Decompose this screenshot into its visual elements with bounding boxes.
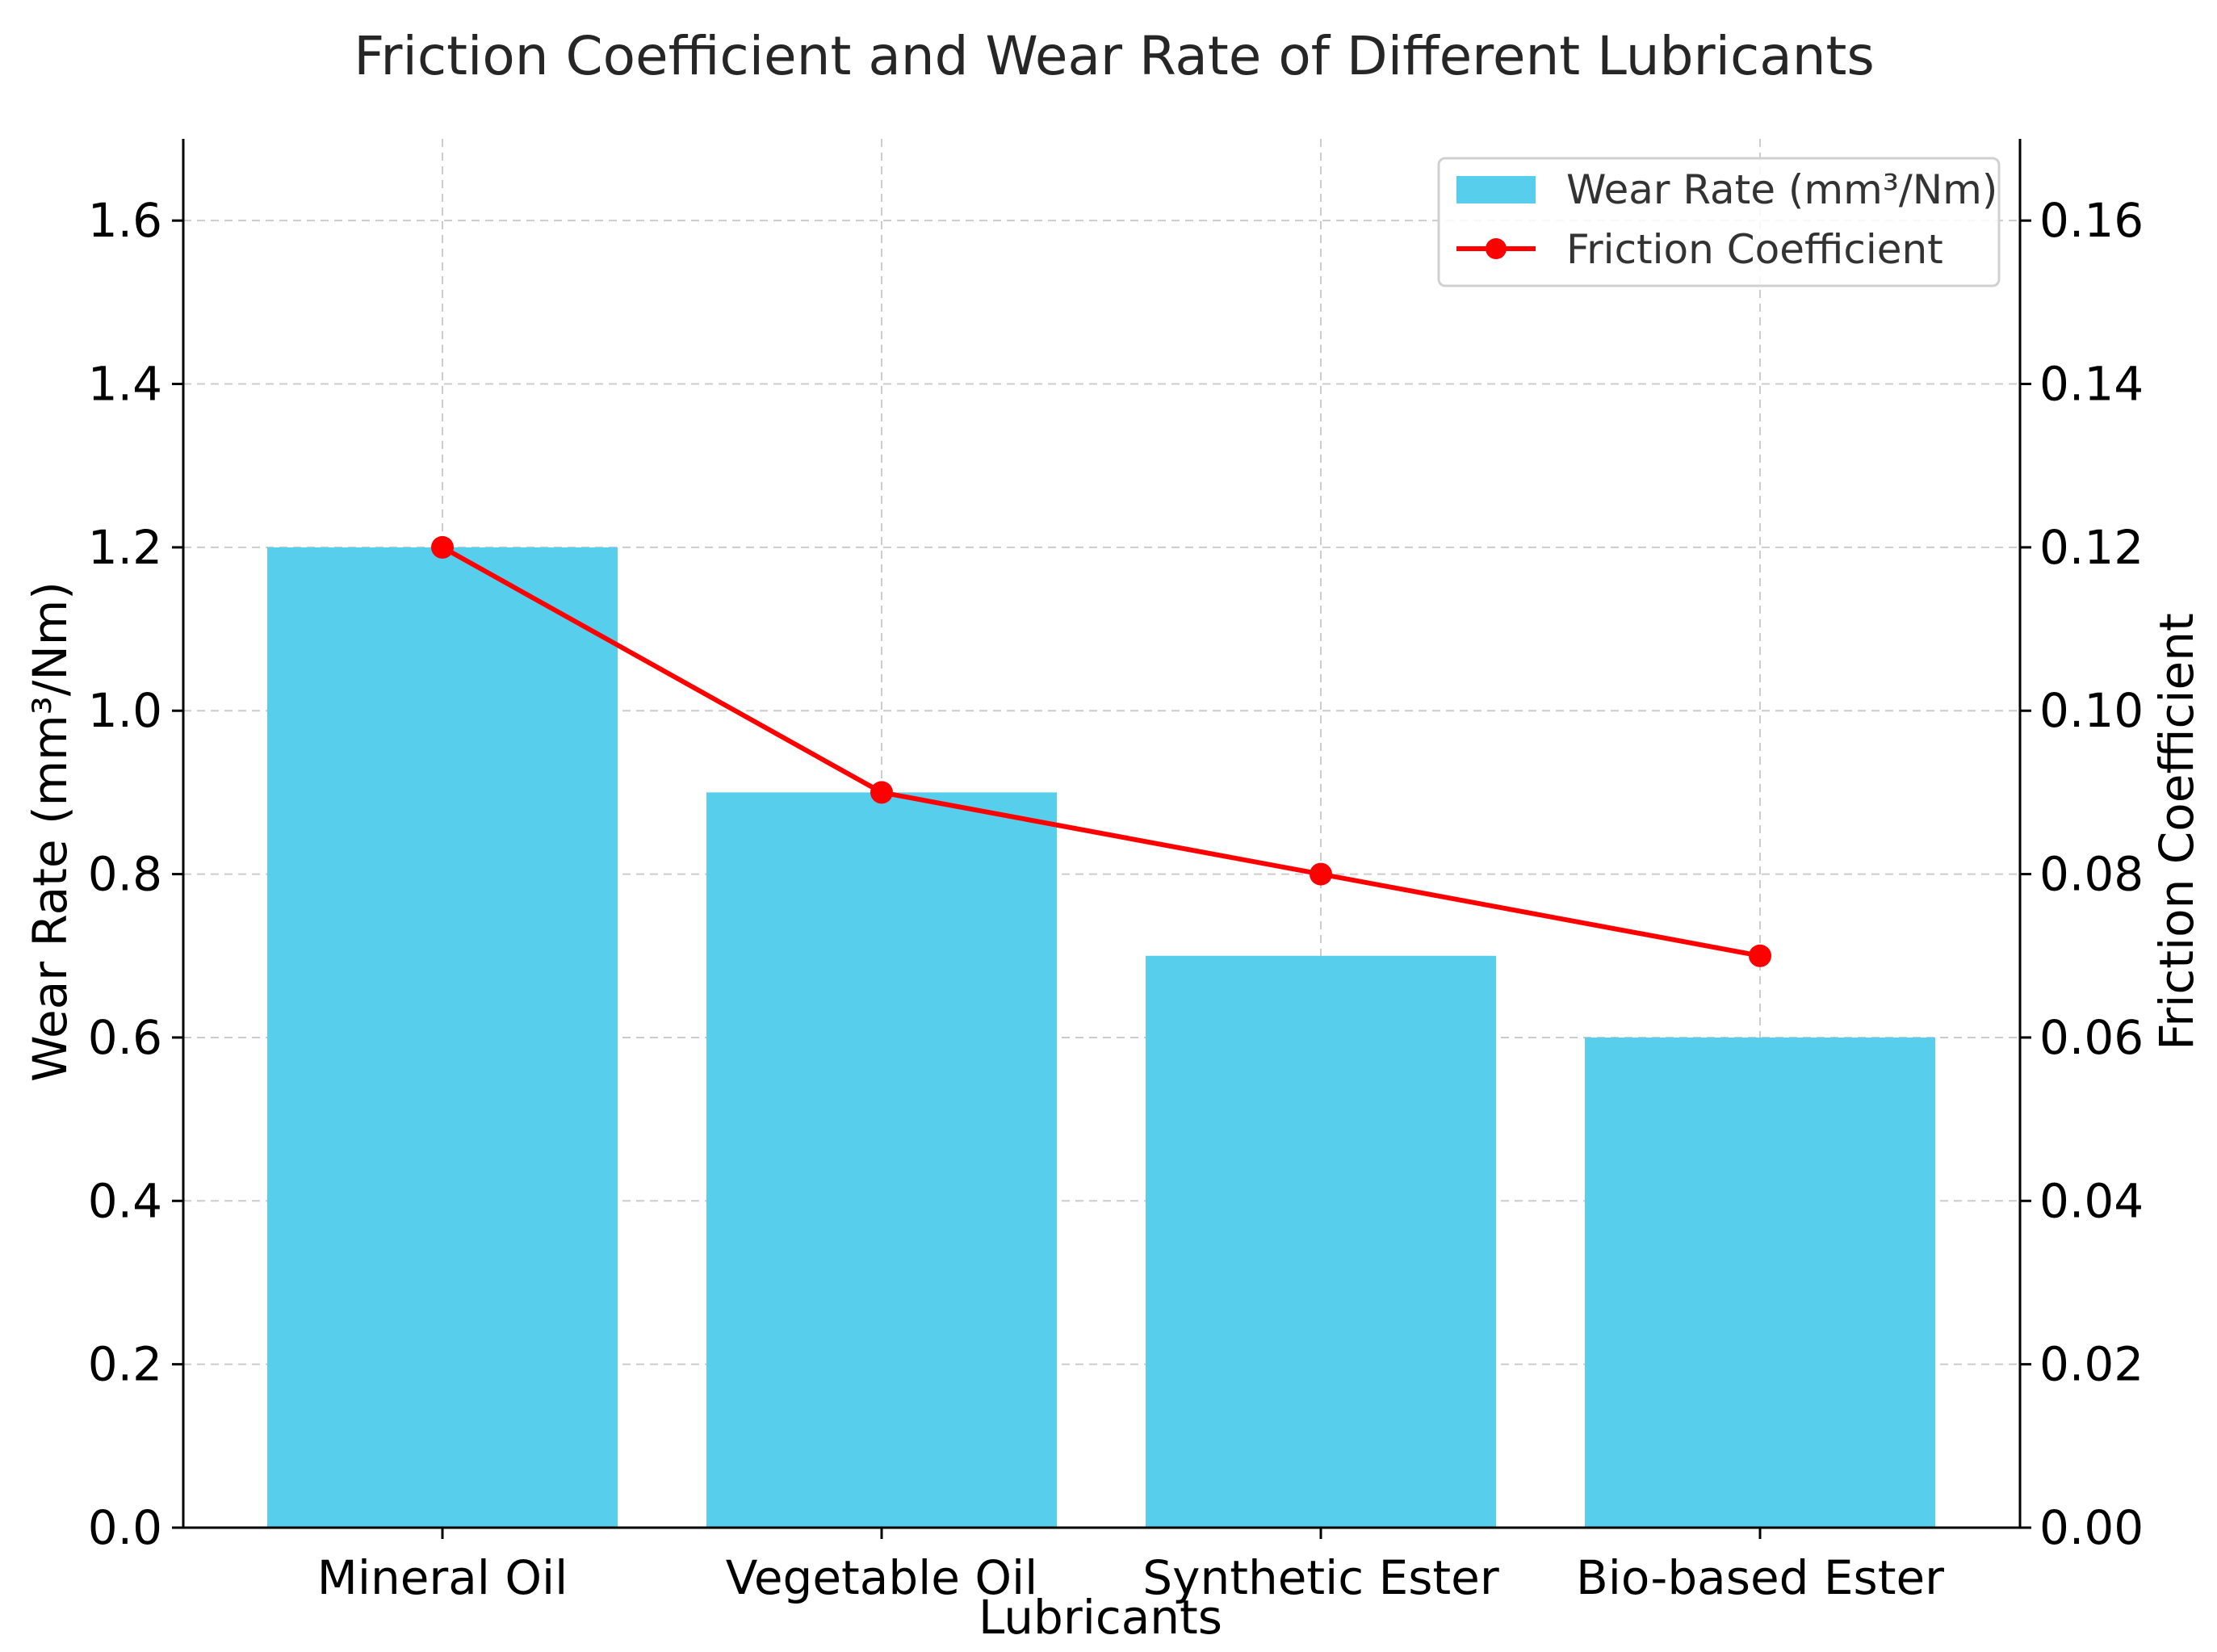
- legend-friction-label: Friction Coefficient: [1566, 226, 1943, 273]
- y2-tick-label: 0.02: [2039, 1337, 2144, 1392]
- x-tick-label: Synthetic Ester: [1142, 1550, 1499, 1605]
- friction-point: [431, 535, 454, 559]
- axes-layer: [182, 139, 2022, 1529]
- y-tick-label: 1.0: [88, 683, 162, 738]
- y-tick-label: 0.8: [88, 847, 162, 902]
- ticks-layer: 0.0 0.2 0.4 0.6 0.8 1.0 1.2 1.4 1.6 0.00 0.02 0.04 0…: [88, 193, 2144, 1605]
- friction-point: [1310, 862, 1332, 886]
- legend: Wear Rate (mm³/Nm) Friction Coefficient: [1437, 157, 2001, 287]
- y2-tick-label: 0.08: [2039, 847, 2144, 902]
- y-axis-label: Wear Rate (mm³/Nm): [23, 581, 78, 1082]
- bar-wear-rate: [267, 547, 618, 1528]
- x-axis-label: Lubricants: [979, 1590, 1222, 1645]
- y2-tick-label: 0.00: [2039, 1500, 2144, 1555]
- legend-wear-rate-swatch: [1456, 176, 1536, 203]
- y2-axis-label: Friction Coefficient: [2149, 613, 2204, 1050]
- chart-title: Friction Coefficient and Wear Rate of Di…: [354, 25, 1875, 87]
- x-tick-label: Vegetable Oil: [726, 1550, 1038, 1605]
- friction-point: [870, 781, 893, 804]
- y2-tick-label: 0.06: [2039, 1010, 2144, 1065]
- bar-wear-rate: [706, 792, 1057, 1528]
- bar-wear-rate: [1146, 955, 1496, 1528]
- y-tick-label: 1.2: [88, 520, 162, 575]
- x-tick-label: Bio-based Ester: [1576, 1550, 1944, 1605]
- bar-wear-rate: [1585, 1037, 1935, 1528]
- y2-tick-label: 0.16: [2039, 193, 2144, 248]
- x-tick-label: Mineral Oil: [317, 1550, 568, 1605]
- y2-tick-label: 0.14: [2039, 357, 2144, 412]
- y2-tick-label: 0.04: [2039, 1173, 2144, 1228]
- y-tick-label: 1.4: [88, 357, 162, 412]
- y-tick-label: 0.2: [88, 1337, 162, 1392]
- friction-line: [441, 545, 1761, 958]
- y-tick-label: 1.6: [88, 193, 162, 248]
- y-tick-label: 0.0: [88, 1500, 162, 1555]
- y-tick-label: 0.4: [88, 1173, 162, 1228]
- legend-friction-marker: [1486, 238, 1507, 259]
- y-tick-label: 0.6: [88, 1010, 162, 1065]
- legend-box: [1437, 157, 2001, 287]
- y2-tick-label: 0.12: [2039, 520, 2144, 575]
- friction-point: [1749, 944, 1771, 967]
- legend-wear-rate-label: Wear Rate (mm³/Nm): [1566, 166, 1997, 213]
- y2-tick-label: 0.10: [2039, 683, 2144, 738]
- bars-layer: [267, 547, 1935, 1528]
- friction-line-layer: [431, 535, 1771, 967]
